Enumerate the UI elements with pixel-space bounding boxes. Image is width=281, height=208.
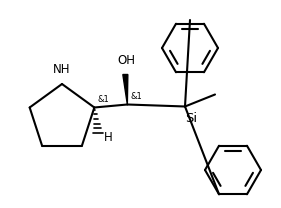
Text: H: H: [104, 131, 113, 144]
Text: OH: OH: [117, 54, 135, 67]
Text: &1: &1: [130, 93, 142, 102]
Text: Si: Si: [185, 113, 197, 125]
Text: NH: NH: [53, 63, 71, 76]
Text: &1: &1: [97, 95, 109, 104]
Polygon shape: [123, 74, 128, 104]
